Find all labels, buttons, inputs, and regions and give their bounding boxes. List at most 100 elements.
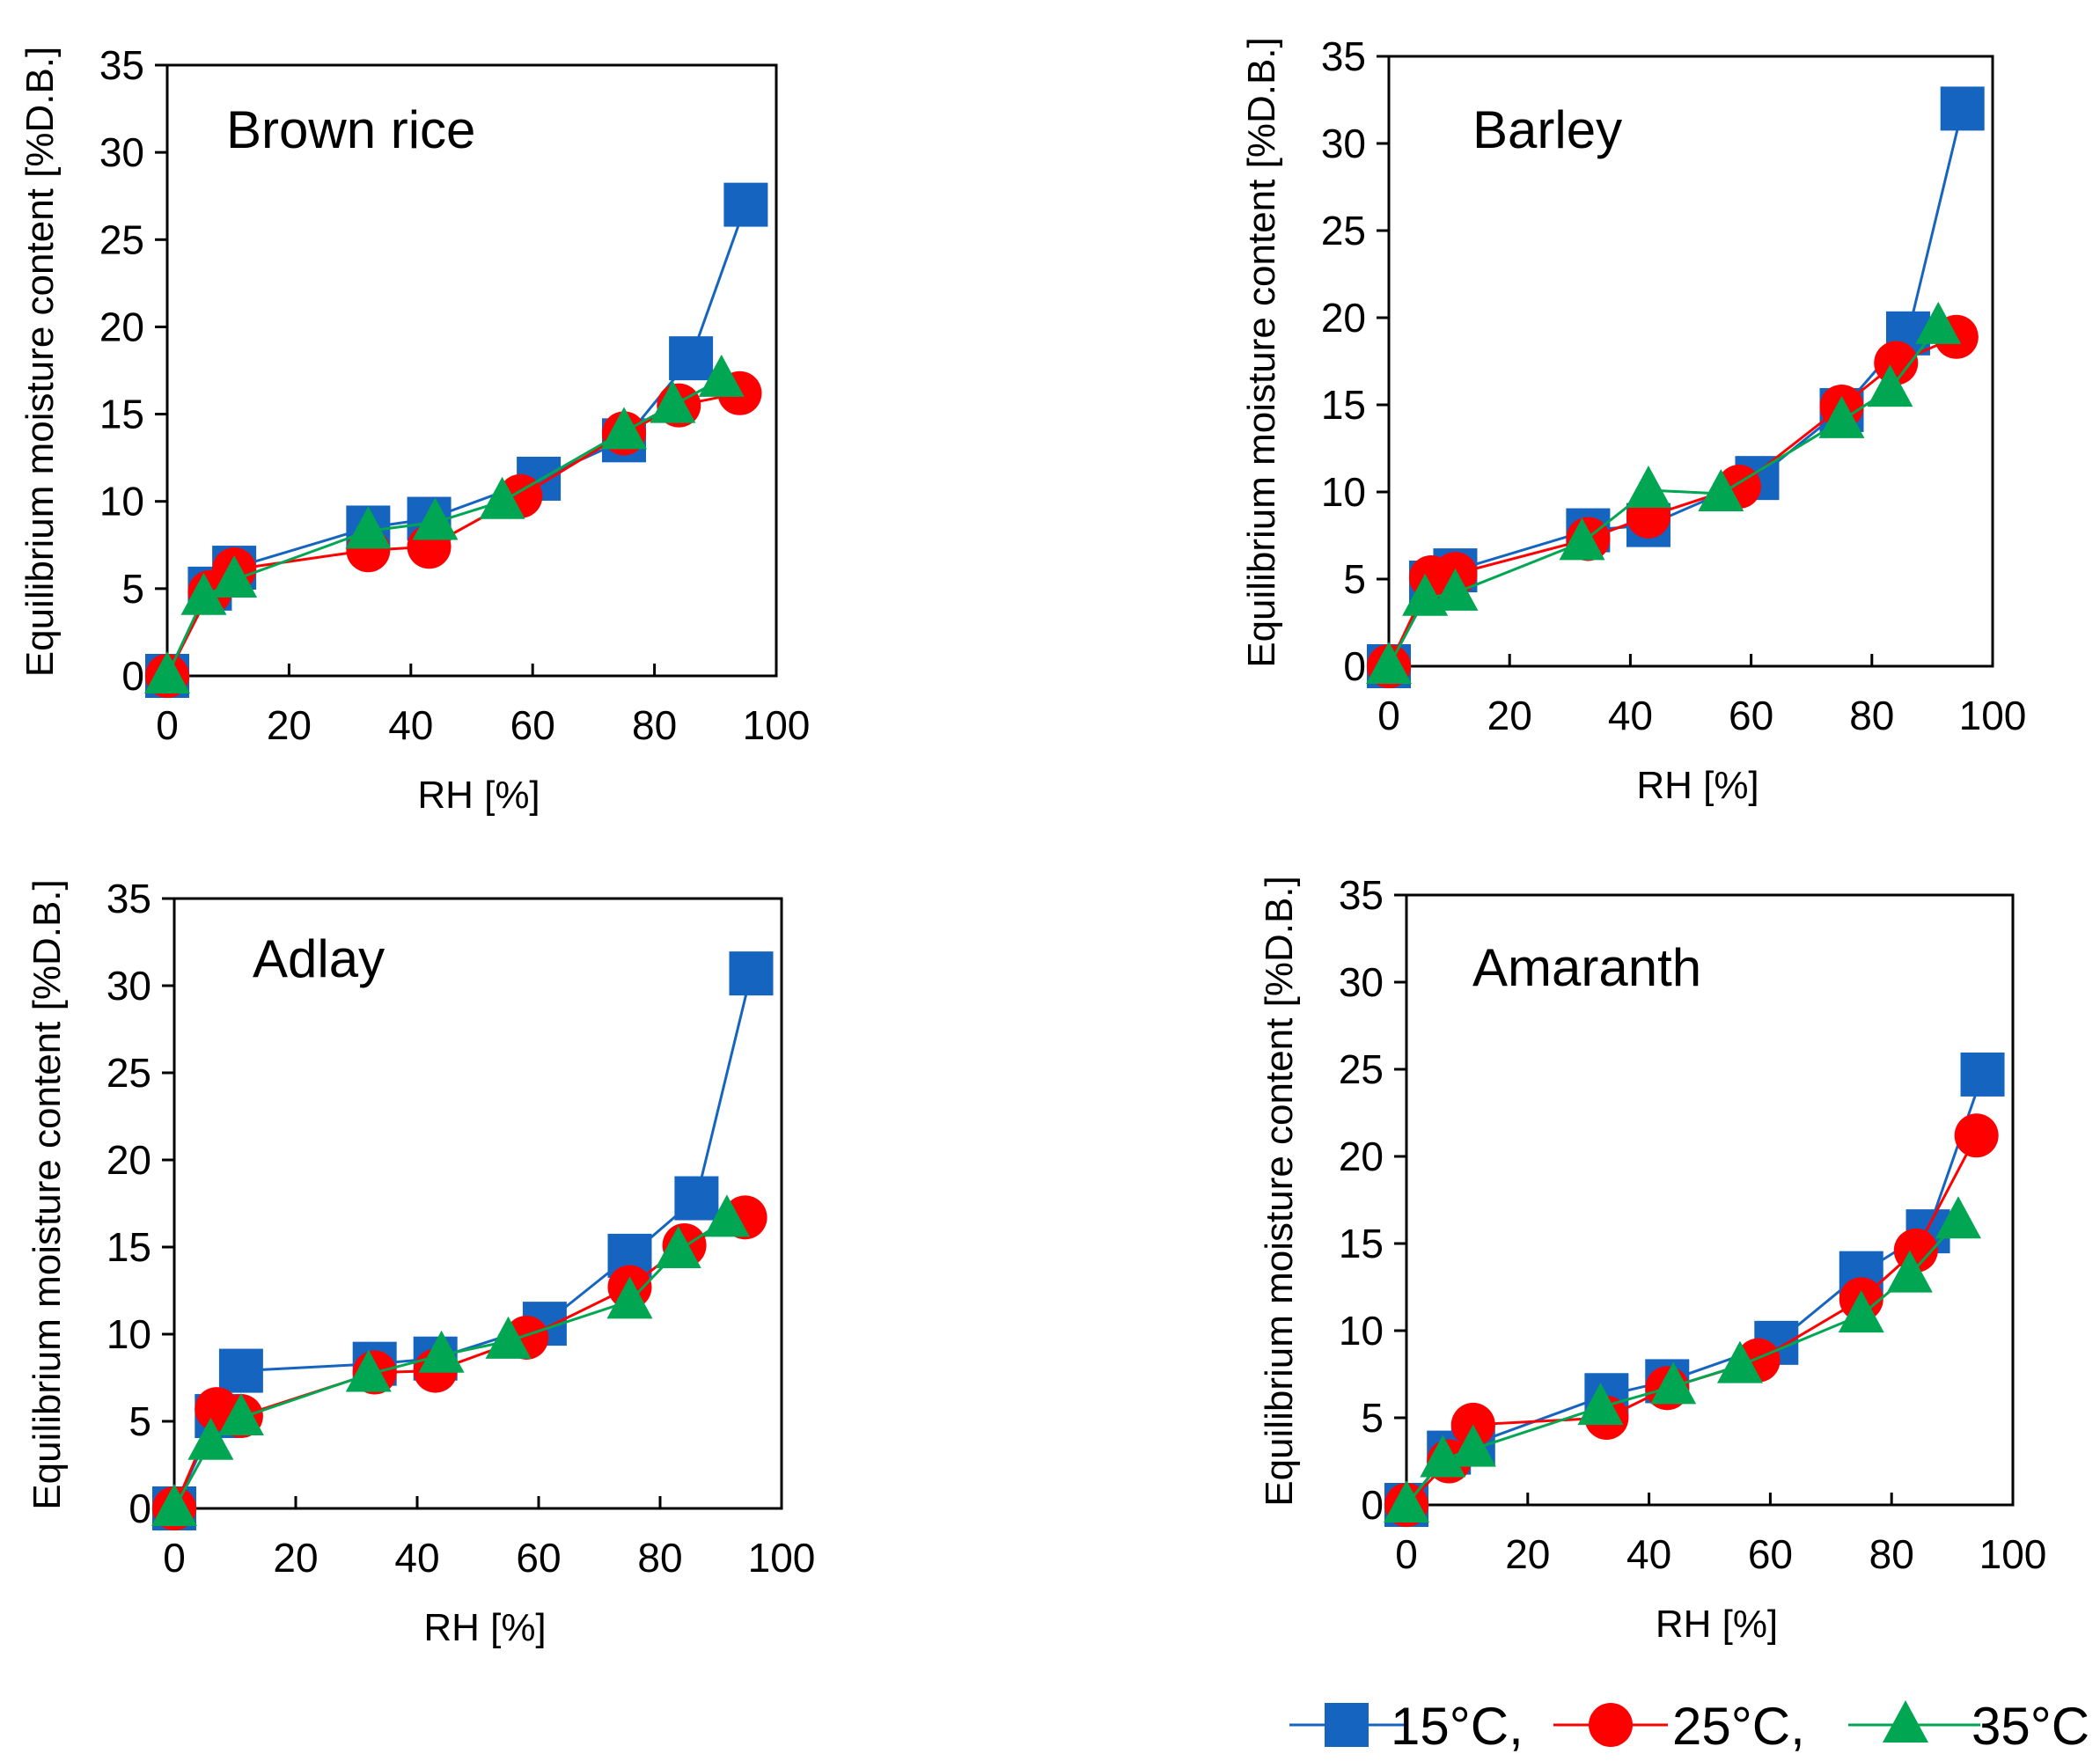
- x-tick-label: 80: [632, 702, 677, 748]
- y-tick-label: 10: [99, 479, 144, 525]
- y-tick-label: 10: [106, 1311, 151, 1357]
- legend-item-1: 15°C,: [1289, 1697, 1524, 1756]
- data-point: [703, 1194, 750, 1237]
- y-tick-label: 15: [1321, 382, 1366, 428]
- data-point: [345, 1349, 392, 1392]
- data-point: [1432, 568, 1479, 611]
- series-3: [144, 354, 745, 693]
- data-point: [1716, 1340, 1763, 1383]
- series-1: [145, 182, 768, 698]
- legend: 15°C, 25°C, 35°C: [1289, 1697, 2089, 1756]
- data-point: [669, 336, 714, 381]
- plot-frame: [1405, 893, 2015, 1507]
- y-tick-label: 0: [121, 653, 144, 699]
- y-tick-label: 15: [1339, 1221, 1384, 1266]
- y-tick-label: 25: [99, 216, 144, 262]
- x-tick-label: 60: [516, 1535, 561, 1581]
- data-point: [655, 1225, 701, 1268]
- x-tick-label: 60: [510, 702, 555, 748]
- plot-frame: [1387, 55, 1994, 668]
- y-tick-label: 15: [106, 1224, 151, 1270]
- x-tick-label: 20: [267, 702, 312, 748]
- x-tick-label: 40: [394, 1535, 439, 1581]
- x-tick-label: 0: [156, 702, 179, 748]
- x-axis-title: RH [%]: [1636, 764, 1759, 807]
- data-point: [151, 1484, 197, 1526]
- chart-panel-4: 0 5 10 15 20 25 30 35 0 20 40 60 80 100 RH [%] Equilibr…: [1258, 872, 2046, 1646]
- panel-title: Amaranth: [1472, 938, 1701, 997]
- y-axis-title: Equilibrium moisture content [%D.B.]: [18, 47, 62, 678]
- data-point: [1838, 1290, 1884, 1333]
- data-point: [1940, 86, 1985, 131]
- legend-label: 25°C,: [1672, 1697, 1805, 1756]
- x-tick-label: 0: [163, 1535, 186, 1581]
- data-point: [1625, 466, 1671, 509]
- y-tick-label: 25: [1339, 1046, 1384, 1092]
- data-point: [729, 951, 774, 996]
- data-point: [345, 506, 392, 549]
- data-point: [674, 1176, 719, 1221]
- data-point: [1960, 1052, 2005, 1097]
- y-tick-label: 35: [1339, 872, 1384, 918]
- y-tick-label: 30: [1339, 959, 1384, 1005]
- y-tick-label: 30: [106, 963, 151, 1009]
- legend-item-2: 25°C,: [1553, 1697, 1805, 1756]
- x-tick-label: 20: [1487, 693, 1532, 738]
- legend-marker: [1325, 1703, 1369, 1747]
- y-tick-label: 15: [99, 392, 144, 437]
- legend-item-3: 35°C: [1848, 1697, 2089, 1756]
- data-point: [1577, 1383, 1624, 1426]
- data-point: [1818, 395, 1865, 438]
- y-tick-label: 35: [1321, 33, 1366, 79]
- panel-title: Brown rice: [226, 100, 475, 159]
- data-point: [217, 1393, 264, 1436]
- y-tick-label: 5: [1343, 556, 1366, 602]
- y-tick-label: 5: [121, 566, 144, 612]
- chart-panel-3: 0 5 10 15 20 25 30 35 0 20 40 60 80 100 RH [%] Equilibr…: [26, 876, 815, 1649]
- data-point: [723, 182, 768, 227]
- data-point: [1384, 1480, 1429, 1523]
- x-tick-label: 60: [1729, 693, 1773, 738]
- data-point: [1935, 1196, 1981, 1239]
- panel-title: Barley: [1472, 100, 1622, 159]
- y-tick-label: 20: [1321, 295, 1366, 341]
- x-tick-label: 20: [273, 1535, 318, 1581]
- y-tick-label: 20: [1339, 1134, 1384, 1179]
- y-tick-label: 20: [106, 1137, 151, 1183]
- y-tick-label: 10: [1321, 469, 1366, 515]
- data-point: [211, 554, 258, 598]
- data-point: [180, 572, 227, 615]
- data-point: [1450, 1424, 1496, 1467]
- x-tick-label: 60: [1748, 1531, 1793, 1577]
- data-point: [418, 1330, 465, 1373]
- y-tick-label: 0: [128, 1486, 151, 1531]
- data-point: [1954, 1113, 1999, 1158]
- data-point: [144, 651, 190, 693]
- y-tick-label: 0: [1361, 1482, 1384, 1528]
- data-point: [412, 497, 459, 540]
- data-point: [1366, 642, 1412, 684]
- x-axis-title: RH [%]: [1656, 1603, 1778, 1646]
- series-3: [1384, 1196, 1981, 1523]
- data-point: [650, 380, 696, 423]
- y-tick-label: 0: [1343, 643, 1366, 689]
- series-3: [151, 1194, 750, 1526]
- data-point: [1559, 517, 1605, 561]
- x-tick-label: 20: [1505, 1531, 1550, 1577]
- y-tick-label: 10: [1339, 1308, 1384, 1354]
- x-axis-title: RH [%]: [417, 774, 540, 817]
- x-tick-label: 100: [1979, 1531, 2047, 1577]
- x-tick-label: 100: [748, 1535, 816, 1581]
- plot-frame: [165, 63, 778, 678]
- data-point: [1915, 301, 1962, 344]
- x-tick-label: 100: [1959, 693, 2027, 738]
- chart-panel-2: 0 5 10 15 20 25 30 35 0 20 40 60 80 100 RH [%] Equilibr…: [1240, 33, 2026, 807]
- x-tick-label: 80: [1869, 1531, 1914, 1577]
- y-tick-label: 35: [99, 42, 144, 88]
- x-axis-title: RH [%]: [423, 1606, 546, 1649]
- y-tick-label: 25: [1321, 208, 1366, 253]
- data-point: [485, 1316, 532, 1359]
- legend-marker: [1589, 1703, 1633, 1747]
- y-tick-label: 30: [1321, 121, 1366, 166]
